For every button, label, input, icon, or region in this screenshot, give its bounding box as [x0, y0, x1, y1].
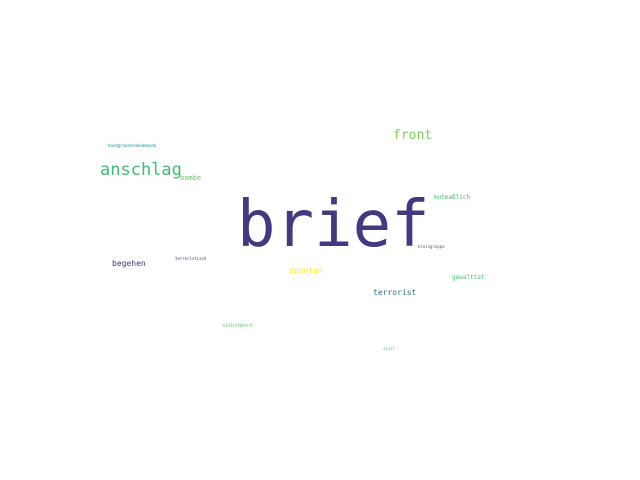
word-bombe: bombe [180, 174, 202, 182]
word-terrorist: terrorist [373, 288, 417, 297]
word-kleingruppe: kleingruppe [418, 244, 445, 249]
word-gewalttat: gewalttat [452, 274, 485, 281]
word-mutmasslich: mutmaßlich [434, 194, 471, 201]
word-brief: brief [237, 188, 430, 262]
word-handgranatenkommando: handgranatenkommando [108, 143, 157, 148]
word-zivil: zivil [383, 346, 396, 351]
word-spontan: spontan [289, 266, 323, 275]
word-begehen: begehen [112, 259, 146, 268]
word-terroristisch: terroristisch [175, 256, 207, 261]
word-selbstmord: selbstmord [222, 323, 253, 329]
word-front: front [393, 128, 433, 143]
word-anschlag: anschlag [100, 160, 182, 180]
